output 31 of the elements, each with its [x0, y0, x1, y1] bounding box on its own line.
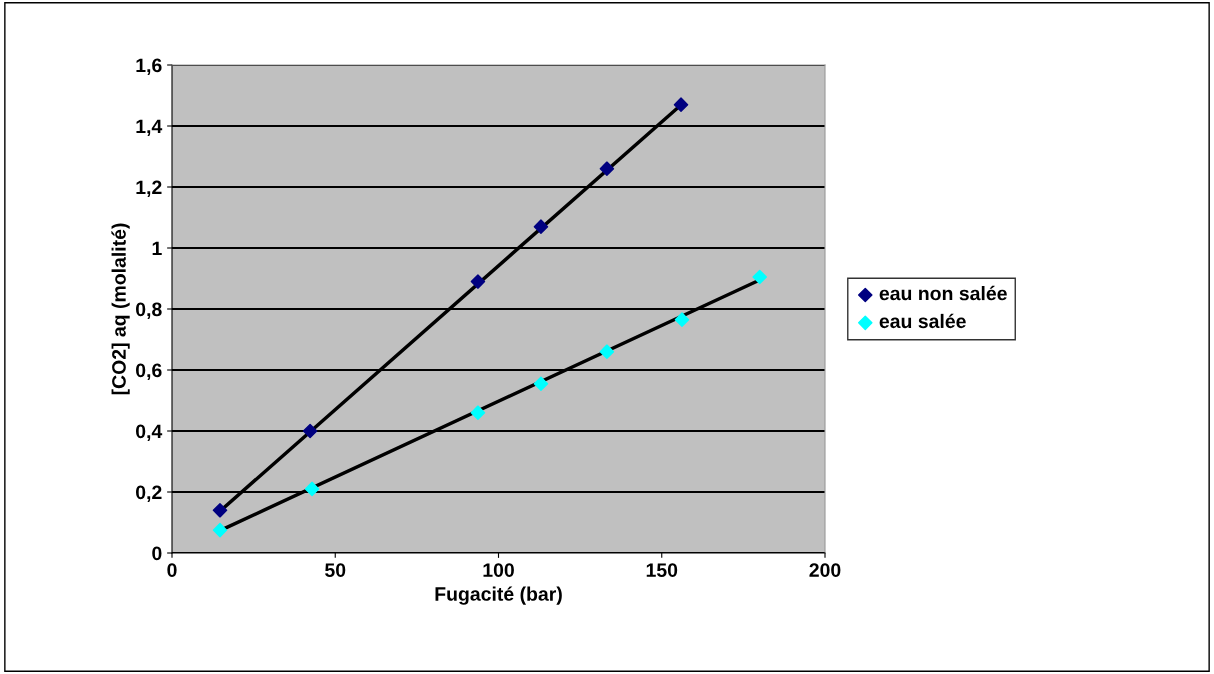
legend-label: eau non salée: [879, 285, 1007, 301]
x-tick-label: 200: [809, 563, 841, 577]
point: [752, 269, 767, 285]
point: [212, 503, 228, 518]
point: [599, 344, 615, 359]
point: [674, 312, 690, 327]
point: [673, 97, 689, 112]
x-axis-title: Fugacité (bar): [435, 586, 562, 605]
point: [302, 423, 318, 439]
y-tick-label: 1,6: [136, 58, 162, 76]
y-tick-label: 0: [152, 546, 162, 561]
point: [533, 376, 549, 392]
point: [212, 522, 228, 538]
point: [304, 481, 320, 497]
y-tick-label: 1,4: [136, 119, 163, 137]
legend-label: eau salée: [879, 313, 966, 329]
y-tick-label: 1: [152, 241, 162, 256]
point: [599, 161, 615, 176]
x-tick-label: 100: [483, 563, 514, 577]
x-tick-label: 0: [167, 563, 177, 577]
x-tick-label: 150: [646, 563, 678, 577]
point: [470, 274, 486, 289]
y-tick-label: 0,8: [136, 302, 162, 320]
x-tick-label: 50: [325, 563, 346, 577]
point: [470, 405, 486, 420]
y-tick-label: 1,2: [136, 180, 162, 198]
y-tick-label: 0,4: [136, 424, 163, 442]
y-axis-title: [CO2] aq (molalité): [111, 223, 130, 395]
y-tick-label: 0,2: [136, 485, 162, 503]
point: [533, 219, 549, 234]
y-tick-label: 0,6: [136, 363, 162, 381]
